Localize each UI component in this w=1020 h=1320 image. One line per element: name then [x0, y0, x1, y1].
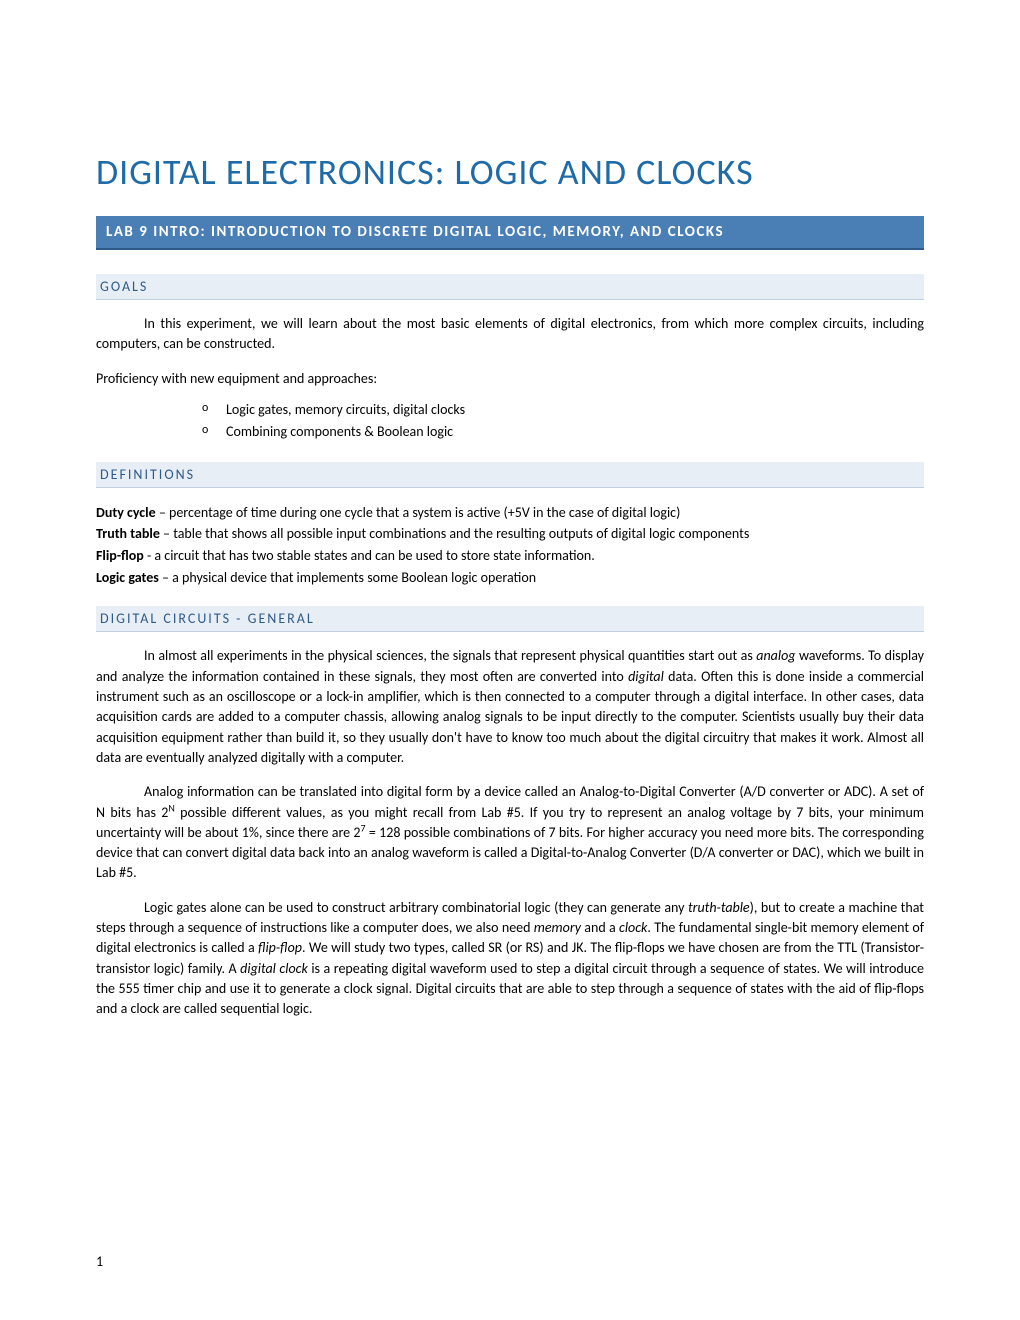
list-item: Combining components & Boolean logic [96, 421, 924, 443]
definitions-block: Duty cycle – percentage of time during o… [96, 502, 924, 589]
definition-term: Logic gates [96, 569, 159, 586]
digital-para-3: Logic gates alone can be used to constru… [96, 898, 924, 1020]
page-number: 1 [96, 1253, 103, 1270]
section-heading-digital: DIGITAL CIRCUITS - GENERAL [96, 606, 924, 632]
list-item: Logic gates, memory circuits, digital cl… [96, 399, 924, 421]
definition-term: Truth table [96, 525, 160, 542]
goals-intro: In this experiment, we will learn about … [96, 314, 924, 355]
definition-sep: - [144, 547, 155, 564]
definition-sep: – [156, 504, 169, 521]
definition-sep: – [159, 569, 172, 586]
definition-text: percentage of time during one cycle that… [169, 504, 680, 521]
section-heading-definitions: DEFINITIONS [96, 462, 924, 488]
definition-item: Flip-flop - a circuit that has two stabl… [96, 545, 924, 567]
digital-para-2: Analog information can be translated int… [96, 782, 924, 883]
definition-text: table that shows all possible input comb… [173, 525, 749, 542]
definition-text: a circuit that has two stable states and… [154, 547, 594, 564]
definition-term: Flip-flop [96, 547, 144, 564]
page-title: DIGITAL ELECTRONICS: LOGIC AND CLOCKS [96, 150, 924, 194]
digital-para-1: In almost all experiments in the physica… [96, 646, 924, 768]
goals-proficiency: Proficiency with new equipment and appro… [96, 369, 924, 389]
lab-banner: LAB 9 INTRO: INTRODUCTION TO DISCRETE DI… [96, 216, 924, 250]
definition-term: Duty cycle [96, 504, 156, 521]
definition-sep: – [160, 525, 173, 542]
section-heading-goals: GOALS [96, 274, 924, 300]
definition-text: a physical device that implements some B… [172, 569, 536, 586]
definition-item: Logic gates – a physical device that imp… [96, 567, 924, 589]
goals-list: Logic gates, memory circuits, digital cl… [96, 399, 924, 444]
definition-item: Truth table – table that shows all possi… [96, 523, 924, 545]
definition-item: Duty cycle – percentage of time during o… [96, 502, 924, 524]
